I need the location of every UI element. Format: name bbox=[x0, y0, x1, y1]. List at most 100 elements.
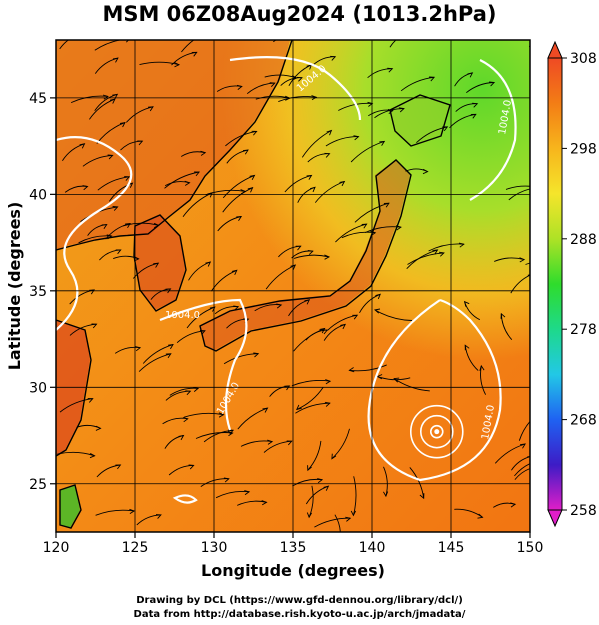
streamline-arrowhead bbox=[324, 254, 331, 260]
y-axis-title: Latitude (degrees) bbox=[5, 202, 24, 371]
streamline bbox=[293, 328, 325, 352]
colorbar-tick-label: 288 bbox=[570, 232, 597, 248]
y-tick-label: 40 bbox=[29, 187, 47, 203]
streamline-arrowhead bbox=[153, 262, 160, 268]
streamline-arrowhead bbox=[477, 513, 484, 519]
streamline-arrowhead bbox=[79, 143, 86, 149]
streamline bbox=[428, 243, 464, 252]
streamline bbox=[406, 249, 438, 270]
streamline-arrowhead bbox=[82, 185, 89, 191]
streamline-arrowhead bbox=[109, 98, 116, 104]
streamline-arrowhead bbox=[89, 289, 95, 295]
streamline-arrowhead bbox=[184, 180, 191, 186]
streamline-arrowhead bbox=[178, 434, 185, 441]
streamline-arrowhead bbox=[339, 180, 346, 187]
streamline-arrowhead bbox=[323, 485, 330, 491]
typhoon-ring bbox=[409, 404, 464, 459]
colorbar-tick-label: 278 bbox=[570, 322, 597, 338]
streamline-arrowhead bbox=[233, 305, 240, 311]
streamline-arrowhead bbox=[352, 314, 359, 320]
footer-credit: Drawing by DCL (https://www.gfd-dennou.o… bbox=[136, 595, 463, 606]
taiwan bbox=[60, 485, 80, 528]
streamline bbox=[293, 254, 330, 259]
streamline-arrowhead bbox=[307, 250, 314, 255]
x-tick-label: 150 bbox=[517, 540, 544, 556]
colorbar-min-arrow bbox=[547, 509, 563, 528]
streamline-arrowhead bbox=[137, 140, 144, 146]
streamline-arrowhead bbox=[115, 464, 122, 470]
streamline bbox=[354, 202, 390, 223]
streamline-arrowhead bbox=[244, 490, 251, 496]
streamline bbox=[327, 314, 358, 331]
streamline-arrowhead bbox=[432, 249, 439, 255]
streamline-arrowhead bbox=[467, 72, 474, 78]
colorbar-max-arrow bbox=[547, 40, 563, 59]
streamline bbox=[89, 98, 116, 120]
streamline-arrowhead bbox=[209, 306, 216, 312]
streamline-arrowhead bbox=[276, 303, 283, 309]
streamline-arrowhead bbox=[533, 467, 538, 471]
streamline-arrowhead bbox=[319, 327, 326, 334]
streamline-arrowhead bbox=[77, 33, 82, 37]
streamline bbox=[307, 440, 322, 471]
japan-mainland bbox=[200, 160, 410, 350]
contour-label: 1004.0 bbox=[165, 310, 200, 321]
x-tick-label: 125 bbox=[122, 540, 149, 556]
streamline-arrowhead bbox=[292, 35, 297, 39]
typhoon-ring bbox=[419, 414, 454, 449]
streamline bbox=[494, 443, 526, 464]
streamline bbox=[70, 95, 108, 104]
streamline-arrowhead bbox=[295, 245, 302, 251]
streamline-arrowhead bbox=[236, 84, 243, 90]
streamline-arrowhead bbox=[458, 242, 465, 248]
streamline bbox=[142, 344, 174, 364]
streamline-arrowhead bbox=[133, 256, 140, 262]
streamline-arrowhead bbox=[407, 30, 412, 35]
streamline-arrowhead bbox=[227, 431, 234, 437]
streamline-arrowhead bbox=[185, 390, 192, 396]
streamline-arrowhead bbox=[489, 81, 496, 87]
streamline-arrowhead bbox=[87, 397, 94, 403]
streamline-arrowhead bbox=[240, 189, 247, 195]
streamline bbox=[265, 264, 296, 290]
streamline bbox=[94, 40, 123, 51]
streamline-arrowhead bbox=[383, 202, 390, 208]
streamline-arrowhead bbox=[470, 113, 477, 119]
streamline-arrowhead bbox=[398, 107, 405, 113]
streamline-arrowhead bbox=[306, 512, 312, 519]
streamline-arrowhead bbox=[115, 249, 122, 255]
streamline bbox=[314, 517, 351, 528]
streamline bbox=[164, 171, 200, 189]
streamline bbox=[525, 262, 530, 265]
streamline bbox=[308, 485, 314, 518]
streamline-arrowhead bbox=[331, 453, 337, 460]
chart-title: MSM 06Z08Aug2024 (1013.2hPa) bbox=[102, 2, 497, 26]
streamline-arrowhead bbox=[242, 149, 249, 155]
typhoon-eye bbox=[434, 429, 440, 435]
streamline bbox=[284, 174, 312, 193]
streamline bbox=[416, 126, 448, 144]
streamline bbox=[301, 130, 332, 158]
streamline-arrowhead bbox=[193, 386, 200, 392]
streamline-arrowhead bbox=[205, 261, 212, 267]
streamline bbox=[278, 95, 317, 103]
streamline bbox=[95, 509, 135, 516]
streamline bbox=[59, 398, 93, 413]
colorbar-ticks: 308 298 288 278 268 258 bbox=[562, 51, 597, 519]
streamline bbox=[138, 353, 171, 372]
streamline-arrowhead bbox=[472, 102, 479, 108]
streamline-arrowhead bbox=[330, 55, 337, 61]
streamline-arrowhead bbox=[165, 288, 172, 294]
streamline bbox=[389, 40, 397, 48]
streamline bbox=[514, 468, 530, 480]
streamline-arrowhead bbox=[520, 443, 526, 449]
footer-source: Data from http://database.rish.kyoto-u.a… bbox=[133, 609, 466, 620]
streamline-arrowhead bbox=[422, 168, 429, 175]
streamline bbox=[335, 223, 367, 243]
streamline-arrowhead bbox=[249, 174, 256, 181]
streamline bbox=[176, 330, 205, 344]
streamline-arrowhead bbox=[89, 453, 96, 459]
streamline-arrowhead bbox=[393, 377, 400, 383]
colorbar-tick-label: 298 bbox=[570, 141, 597, 157]
streamline-arrowhead bbox=[223, 477, 230, 483]
